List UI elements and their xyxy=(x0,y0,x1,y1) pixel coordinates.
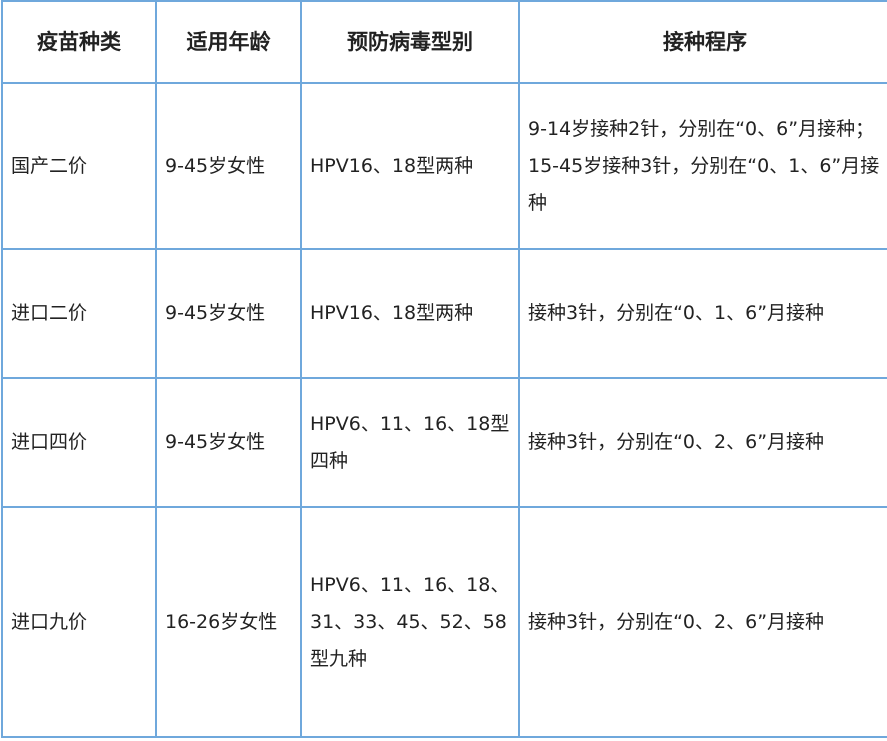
table-cell: 9-45岁女性 xyxy=(155,82,302,250)
table-body: 国产二价 9-45岁女性 HPV16、18型两种 9-14岁接种2针，分别在“0、6”… xyxy=(1,82,887,738)
table-row: 国产二价 9-45岁女性 HPV16、18型两种 9-14岁接种2针，分别在“0、6”… xyxy=(1,82,887,250)
table-row: 进口四价 9-45岁女性 HPV6、11、16、18型四种 接种3针，分别在“0、2、… xyxy=(1,377,887,508)
table-row: 进口二价 9-45岁女性 HPV16、18型两种 接种3针，分别在“0、1、6”月接种 xyxy=(1,248,887,379)
header-cell: 接种程序 xyxy=(518,0,887,84)
table-cell: 接种3针，分别在“0、1、6”月接种 xyxy=(518,248,887,379)
table-cell: 进口二价 xyxy=(1,248,157,379)
table-cell: HPV6、11、16、18型四种 xyxy=(300,377,520,508)
table-cell: 接种3针，分别在“0、2、6”月接种 xyxy=(518,506,887,738)
table-cell: 9-14岁接种2针，分别在“0、6”月接种；15-45岁接种3针，分别在“0、1… xyxy=(518,82,887,250)
header-cell: 适用年龄 xyxy=(155,0,302,84)
table-cell: 9-45岁女性 xyxy=(155,377,302,508)
header-cell: 疫苗种类 xyxy=(1,0,157,84)
header-row: 疫苗种类 适用年龄 预防病毒型别 接种程序 xyxy=(1,0,887,84)
table-cell: HPV16、18型两种 xyxy=(300,248,520,379)
table-cell: 国产二价 xyxy=(1,82,157,250)
table-cell: HPV6、11、16、18、31、33、45、52、58型九种 xyxy=(300,506,520,738)
table-row: 进口九价 16-26岁女性 HPV6、11、16、18、31、33、45、52、58… xyxy=(1,506,887,738)
table-cell: 进口九价 xyxy=(1,506,157,738)
table-cell: 16-26岁女性 xyxy=(155,506,302,738)
table-cell: 进口四价 xyxy=(1,377,157,508)
header-cell: 预防病毒型别 xyxy=(300,0,520,84)
table-cell: 9-45岁女性 xyxy=(155,248,302,379)
table-cell: HPV16、18型两种 xyxy=(300,82,520,250)
table-cell: 接种3针，分别在“0、2、6”月接种 xyxy=(518,377,887,508)
